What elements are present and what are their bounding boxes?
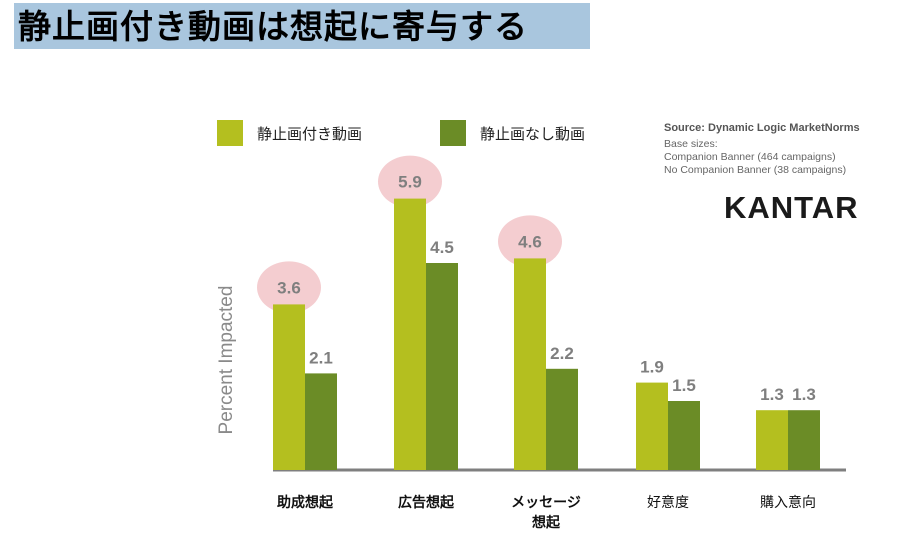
bar-series1 — [273, 304, 305, 470]
bar-series2 — [788, 410, 820, 470]
category-label: 想起 — [531, 514, 561, 531]
data-label: 1.5 — [672, 376, 696, 395]
data-label: 4.6 — [518, 232, 542, 251]
highlight-ellipse — [257, 261, 321, 314]
source-line: Companion Banner (464 campaigns) — [664, 151, 836, 163]
data-label: 3.6 — [277, 278, 301, 297]
data-label: 2.2 — [550, 344, 574, 363]
bar-series1 — [636, 382, 668, 470]
legend-item-series1: 静止画付き動画 — [217, 120, 362, 146]
brand-logo: KANTAR — [724, 190, 859, 225]
source-line: No Companion Banner (38 campaigns) — [664, 164, 847, 176]
source-title: Source: Dynamic Logic MarketNorms — [664, 122, 860, 134]
source-note: Source: Dynamic Logic MarketNorms Base s… — [664, 122, 860, 177]
data-label: 1.9 — [640, 358, 664, 377]
highlight-ellipse — [378, 155, 442, 208]
bar-series2 — [668, 401, 700, 470]
bar-series2 — [546, 368, 578, 470]
category-label: メッセージ — [511, 495, 581, 511]
source-line: Base sizes: — [664, 138, 718, 150]
legend-swatch-series2 — [440, 120, 466, 146]
data-label: 1.3 — [792, 385, 816, 404]
legend-item-series2: 静止画なし動画 — [440, 120, 585, 146]
bar-series1 — [514, 258, 546, 470]
bar-series1 — [394, 198, 426, 470]
page-title: 静止画付き動画は想起に寄与する — [18, 7, 528, 46]
legend-label-series1: 静止画付き動画 — [257, 124, 363, 143]
category-label: 好意度 — [647, 494, 689, 511]
data-label: 2.1 — [309, 348, 333, 367]
title-band — [14, 3, 590, 49]
category-label: 購入意向 — [760, 494, 816, 511]
category-label: 助成想起 — [277, 494, 334, 511]
bar-series1 — [756, 410, 788, 470]
legend-label-series2: 静止画なし動画 — [480, 124, 586, 143]
y-axis-label: Percent Impacted — [216, 286, 237, 435]
bar-series2 — [426, 263, 458, 470]
data-label: 1.3 — [760, 385, 784, 404]
bar-series2 — [305, 373, 337, 470]
data-label: 5.9 — [398, 173, 422, 192]
category-label: 広告想起 — [398, 494, 455, 511]
legend-swatch-series1 — [217, 120, 243, 146]
data-label: 4.5 — [430, 238, 454, 257]
highlight-ellipse — [498, 215, 562, 268]
